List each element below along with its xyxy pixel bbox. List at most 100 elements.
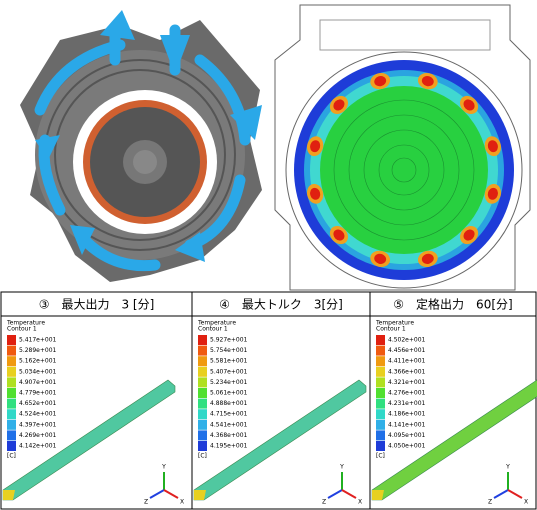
legend-level: 4.276e+001 xyxy=(388,390,426,397)
legend-level: 5.061e+001 xyxy=(210,390,248,397)
hot-core xyxy=(421,253,434,264)
legend-level: 4.186e+001 xyxy=(388,411,426,418)
legend-level: 5.927e+001 xyxy=(210,337,248,344)
legend-level: 4.366e+001 xyxy=(388,368,426,375)
hot-core xyxy=(333,99,345,111)
legend-swatch xyxy=(198,366,207,377)
bar-hot-edge xyxy=(3,490,15,500)
axis-label: Z xyxy=(488,499,492,506)
hot-core xyxy=(310,187,321,200)
legend-unit: [C] xyxy=(7,453,16,460)
legend-swatch xyxy=(376,430,385,441)
legend-swatch xyxy=(376,366,385,377)
panel-title: ④ 最大トルク 3[分] xyxy=(219,298,343,312)
axis-label: Y xyxy=(505,464,510,471)
axis-label: Y xyxy=(161,464,166,471)
legend-level: 4.888e+001 xyxy=(210,400,248,407)
legend-level: 4.141e+001 xyxy=(388,421,426,428)
axis-z xyxy=(493,489,509,499)
axis-x xyxy=(507,489,523,499)
axis-z xyxy=(149,489,165,499)
legend-swatch xyxy=(376,356,385,367)
legend-swatch xyxy=(376,335,385,345)
axis-label: X xyxy=(358,499,362,506)
hot-core xyxy=(487,140,498,153)
legend-level: 4.907e+001 xyxy=(19,379,57,386)
legend-level: 4.095e+001 xyxy=(388,432,426,439)
legend-level: 4.502e+001 xyxy=(388,337,426,344)
legend-level: 5.289e+001 xyxy=(19,347,57,354)
legend-level: 5.034e+001 xyxy=(19,368,57,375)
legend-swatch xyxy=(198,441,207,451)
axis-label: Z xyxy=(144,499,148,506)
legend-swatch xyxy=(198,335,207,345)
legend-level: 4.411e+001 xyxy=(388,358,426,365)
legend-level: 4.541e+001 xyxy=(210,421,248,428)
legend-subtitle: Contour 1 xyxy=(376,326,406,333)
axis-label: Z xyxy=(322,499,326,506)
axis-label: Y xyxy=(339,464,344,471)
legend-level: 5.417e+001 xyxy=(19,337,57,344)
legend-subtitle: Contour 1 xyxy=(198,326,228,333)
legend-title: Temperature xyxy=(375,320,414,327)
legend-swatch xyxy=(7,377,16,388)
legend-swatch xyxy=(7,398,16,409)
legend-swatch xyxy=(198,398,207,409)
legend-level: 4.652e+001 xyxy=(19,400,57,407)
legend-level: 4.050e+001 xyxy=(388,443,426,450)
hot-core xyxy=(487,187,498,200)
legend-level: 4.397e+001 xyxy=(19,421,57,428)
hot-core xyxy=(374,253,387,264)
legend-swatch xyxy=(376,409,385,420)
legend-subtitle: Contour 1 xyxy=(7,326,37,333)
legend-swatch xyxy=(7,335,16,345)
hot-core xyxy=(463,229,475,241)
hot-core xyxy=(374,76,387,87)
legend-level: 4.195e+001 xyxy=(210,443,248,450)
legend-swatch xyxy=(198,409,207,420)
hot-core xyxy=(333,229,345,241)
legend-level: 4.269e+001 xyxy=(19,432,57,439)
legend-title: Temperature xyxy=(197,320,236,327)
axis-label: X xyxy=(524,499,528,506)
legend-swatch xyxy=(7,430,16,441)
legend-swatch xyxy=(7,356,16,367)
bar-hot-edge xyxy=(194,490,206,500)
axis-x xyxy=(163,489,179,499)
legend-swatch xyxy=(376,419,385,430)
legend-swatch xyxy=(7,441,16,451)
legend-level: 4.456e+001 xyxy=(388,347,426,354)
legend-swatch xyxy=(376,345,385,356)
panel-title: ⑤ 定格出力 60[分] xyxy=(393,297,512,312)
legend-swatch xyxy=(376,441,385,451)
axis-z xyxy=(327,489,343,499)
legend-swatch xyxy=(376,388,385,398)
legend-level: 4.779e+001 xyxy=(19,390,57,397)
legend-level: 4.715e+001 xyxy=(210,411,248,418)
legend-swatch xyxy=(198,377,207,388)
hot-core xyxy=(310,140,321,153)
legend-swatch xyxy=(198,345,207,356)
legend-level: 5.407e+001 xyxy=(210,368,248,375)
legend-title: Temperature xyxy=(6,320,45,327)
panel-title: ③ 最大出力 3 [分] xyxy=(39,298,155,312)
legend-swatch xyxy=(376,377,385,388)
legend-level: 4.142e+001 xyxy=(19,443,57,450)
motor-cross-section xyxy=(20,10,262,282)
hot-core xyxy=(421,76,434,87)
legend-swatch xyxy=(7,419,16,430)
legend-swatch xyxy=(198,430,207,441)
legend-level: 5.234e+001 xyxy=(210,379,248,386)
legend-swatch xyxy=(376,398,385,409)
legend-swatch xyxy=(7,366,16,377)
hot-core xyxy=(463,99,475,111)
legend-level: 4.524e+001 xyxy=(19,411,57,418)
legend-unit: [C] xyxy=(198,453,207,460)
legend-swatch xyxy=(198,419,207,430)
legend-swatch xyxy=(198,388,207,398)
